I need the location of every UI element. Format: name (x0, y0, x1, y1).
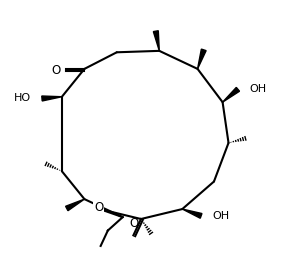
Polygon shape (42, 96, 62, 101)
Text: OH: OH (212, 211, 229, 221)
Polygon shape (182, 209, 202, 218)
Polygon shape (66, 199, 84, 211)
Polygon shape (222, 87, 239, 102)
Text: OH: OH (249, 84, 266, 94)
Text: O: O (130, 217, 139, 230)
Polygon shape (198, 49, 206, 69)
Text: HO: HO (14, 94, 31, 103)
Text: O: O (94, 200, 103, 214)
Text: O: O (51, 64, 60, 78)
Polygon shape (153, 31, 159, 51)
